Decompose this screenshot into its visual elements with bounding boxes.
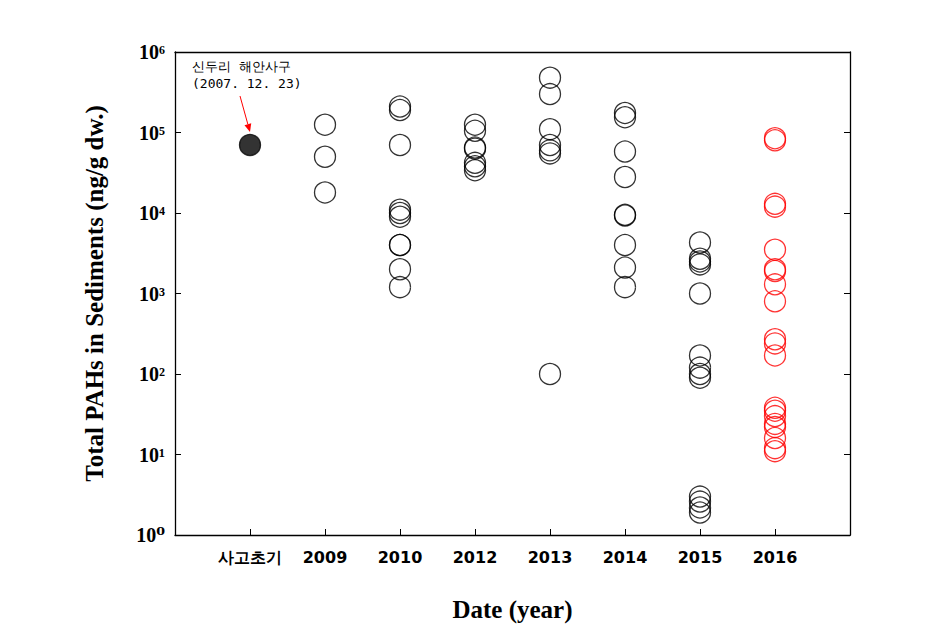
svg-text:2012: 2012 <box>453 548 498 567</box>
svg-text:2015: 2015 <box>678 548 723 567</box>
svg-text:2016: 2016 <box>753 548 798 567</box>
svg-text:2014: 2014 <box>603 548 648 567</box>
svg-text:Date (year): Date (year) <box>452 596 572 624</box>
svg-text:2009: 2009 <box>303 548 348 567</box>
svg-text:Total PAHs in Sediments (ng/g: Total PAHs in Sediments (ng/g dw.) <box>81 105 109 481</box>
svg-text:10⁵: 10⁵ <box>139 122 165 144</box>
svg-text:10¹: 10¹ <box>139 444 165 466</box>
svg-text:10⁴: 10⁴ <box>139 202 165 224</box>
svg-text:2010: 2010 <box>378 548 423 567</box>
svg-text:10⁰: 10⁰ <box>136 524 165 546</box>
svg-text:10³: 10³ <box>139 283 165 305</box>
svg-text:(2007. 12. 23): (2007. 12. 23) <box>192 76 302 91</box>
svg-text:2013: 2013 <box>528 548 573 567</box>
svg-text:10⁶: 10⁶ <box>139 41 165 63</box>
svg-text:신두리 해안사구: 신두리 해안사구 <box>192 59 291 74</box>
svg-text:10²: 10² <box>139 363 165 385</box>
svg-text:사고초기: 사고초기 <box>218 548 282 567</box>
